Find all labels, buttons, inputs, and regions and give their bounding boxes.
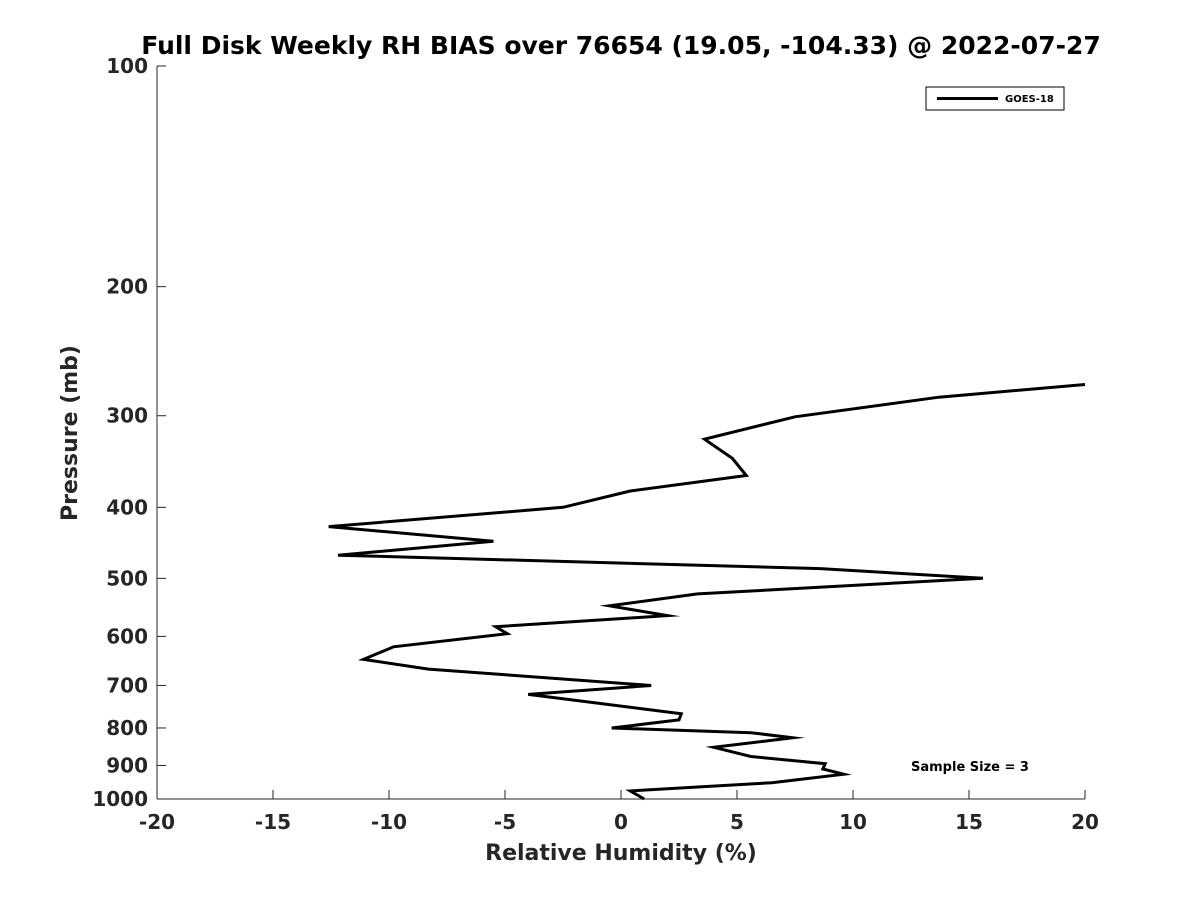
y-tick-label: 900 xyxy=(106,753,148,777)
y-tick-label: 1000 xyxy=(92,787,148,811)
y-axis-label: Pressure (mb) xyxy=(58,345,83,521)
legend-label: GOES-18 xyxy=(1005,94,1054,105)
x-tick-label: 20 xyxy=(1071,810,1099,834)
x-tick-label: 10 xyxy=(839,810,867,834)
x-tick-label: 15 xyxy=(955,810,983,834)
y-tick-label: 600 xyxy=(106,624,148,648)
x-tick-label: -10 xyxy=(371,810,407,834)
sample-size-annotation: Sample Size = 3 xyxy=(911,760,1029,775)
y-tick-label: 400 xyxy=(106,495,148,519)
series-group xyxy=(328,383,1086,801)
axes xyxy=(156,65,1086,800)
x-tick-label: 5 xyxy=(730,810,744,834)
x-axis-label: Relative Humidity (%) xyxy=(485,841,757,866)
y-tick-label: 800 xyxy=(106,716,148,740)
x-tick-label: -20 xyxy=(139,810,175,834)
y-tick-label: 500 xyxy=(106,566,148,590)
legend: GOES-18 xyxy=(925,86,1065,111)
chart-title: Full Disk Weekly RH BIAS over 76654 (19.… xyxy=(141,31,1101,60)
y-tick-label: 100 xyxy=(106,54,148,78)
x-tick-label: -5 xyxy=(494,810,516,834)
x-tick-label: -15 xyxy=(255,810,291,834)
y-tick-label: 700 xyxy=(106,673,148,697)
y-tick-label: 200 xyxy=(106,275,148,299)
series-line-goes-18 xyxy=(328,383,1086,801)
y-tick-label: 300 xyxy=(106,404,148,428)
x-tick-label: 0 xyxy=(614,810,628,834)
y-tick-labels: 100 200 300 400 500 600 700 800 900 1000 xyxy=(92,54,148,811)
x-tick-labels: -20 -15 -10 -5 0 5 10 15 20 xyxy=(139,810,1099,834)
